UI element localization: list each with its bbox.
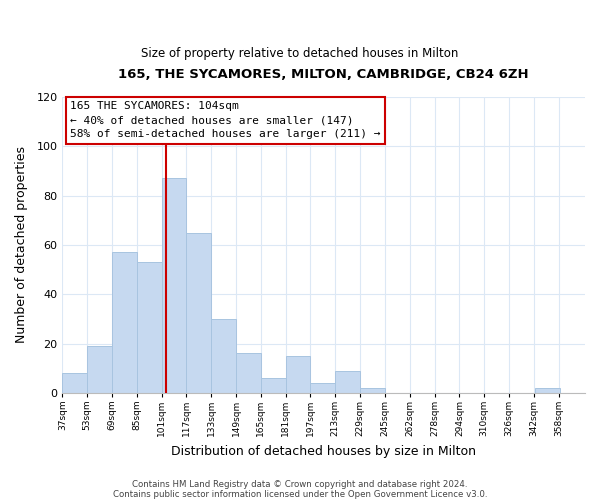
Bar [62, 373, 87, 393]
Bar [261, 378, 286, 393]
Text: Size of property relative to detached houses in Milton: Size of property relative to detached ho… [142, 48, 458, 60]
Text: Contains public sector information licensed under the Open Government Licence v3: Contains public sector information licen… [113, 490, 487, 499]
Text: Contains HM Land Registry data © Crown copyright and database right 2024.: Contains HM Land Registry data © Crown c… [132, 480, 468, 489]
Bar [187, 232, 211, 393]
Bar [535, 388, 560, 393]
Bar [310, 383, 335, 393]
Bar [236, 354, 261, 393]
Title: 165, THE SYCAMORES, MILTON, CAMBRIDGE, CB24 6ZH: 165, THE SYCAMORES, MILTON, CAMBRIDGE, C… [118, 68, 529, 80]
Bar [286, 356, 310, 393]
Bar [360, 388, 385, 393]
Bar [137, 262, 161, 393]
Bar [161, 178, 187, 393]
Bar [211, 319, 236, 393]
Bar [335, 370, 360, 393]
Bar [87, 346, 112, 393]
Bar [112, 252, 137, 393]
X-axis label: Distribution of detached houses by size in Milton: Distribution of detached houses by size … [171, 444, 476, 458]
Y-axis label: Number of detached properties: Number of detached properties [15, 146, 28, 344]
Text: 165 THE SYCAMORES: 104sqm
← 40% of detached houses are smaller (147)
58% of semi: 165 THE SYCAMORES: 104sqm ← 40% of detac… [70, 102, 380, 140]
